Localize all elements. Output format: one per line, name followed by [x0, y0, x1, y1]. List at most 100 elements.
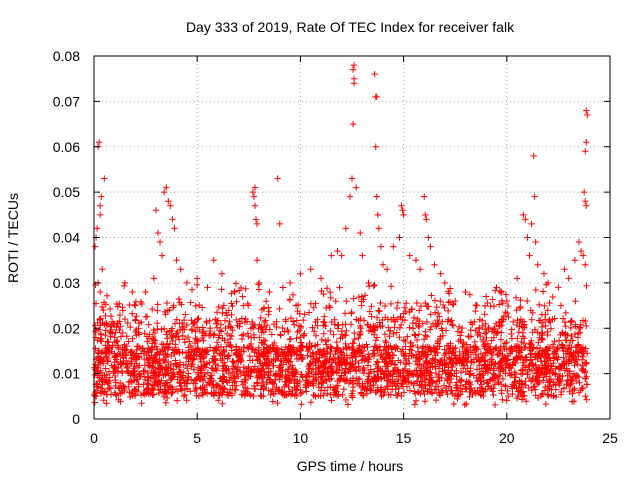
- data-point: [249, 345, 256, 353]
- data-point: [278, 388, 286, 395]
- data-point: [495, 347, 503, 354]
- data-point: [289, 291, 297, 299]
- data-point: [164, 345, 172, 353]
- data-point: [231, 288, 238, 296]
- data-point: [158, 252, 166, 259]
- data-point: [100, 299, 108, 306]
- data-point: [255, 281, 262, 288]
- data-point: [525, 384, 532, 392]
- data-point: [350, 339, 357, 347]
- data-point: [311, 328, 318, 335]
- data-point: [341, 332, 349, 339]
- data-point: [260, 383, 267, 390]
- data-point: [192, 335, 199, 342]
- data-point: [92, 366, 99, 373]
- data-point: [283, 381, 290, 388]
- data-point: [224, 355, 232, 362]
- data-point: [356, 375, 363, 383]
- data-point: [220, 359, 228, 366]
- data-point: [169, 304, 177, 311]
- data-point: [349, 359, 356, 367]
- data-point: [318, 287, 325, 295]
- data-point: [213, 309, 221, 316]
- data-point: [215, 303, 222, 311]
- data-point: [526, 366, 533, 373]
- data-point: [160, 372, 167, 379]
- data-point: [581, 188, 588, 196]
- data-point: [579, 353, 587, 361]
- data-point: [459, 358, 467, 366]
- data-point: [177, 266, 184, 273]
- data-point: [374, 387, 381, 394]
- data-point: [250, 331, 258, 338]
- data-point: [572, 298, 579, 305]
- data-point: [104, 338, 111, 345]
- data-point: [116, 300, 123, 307]
- data-point: [502, 291, 510, 298]
- data-point: [448, 358, 455, 366]
- data-point: [377, 299, 384, 307]
- data-point: [222, 309, 230, 316]
- data-point: [121, 345, 129, 353]
- data-point: [315, 364, 323, 371]
- data-point: [541, 358, 548, 365]
- data-point: [390, 380, 398, 387]
- data-point: [278, 373, 286, 380]
- data-point: [412, 256, 420, 264]
- data-point: [421, 374, 428, 382]
- data-point: [393, 373, 401, 380]
- data-point: [298, 356, 305, 363]
- data-point: [361, 357, 368, 364]
- data-point: [229, 302, 236, 310]
- data-point: [251, 363, 259, 370]
- data-point: [533, 372, 541, 380]
- data-point: [351, 335, 358, 343]
- data-point: [540, 270, 548, 277]
- data-point: [133, 360, 140, 367]
- data-point: [191, 347, 199, 355]
- data-point: [283, 374, 290, 382]
- data-point: [244, 300, 251, 308]
- data-point: [284, 349, 292, 357]
- data-point: [509, 390, 516, 398]
- data-point: [415, 361, 423, 368]
- data-point: [228, 311, 235, 318]
- data-point: [496, 323, 503, 330]
- data-point: [522, 357, 529, 364]
- data-point: [470, 359, 478, 366]
- data-point: [461, 362, 469, 369]
- data-point: [583, 202, 590, 209]
- data-point: [346, 354, 354, 362]
- data-point: [240, 331, 247, 338]
- x-tick-label: 25: [602, 430, 618, 446]
- data-point: [559, 342, 566, 349]
- data-point: [298, 344, 305, 351]
- data-point: [99, 266, 106, 273]
- data-point: [458, 376, 465, 384]
- data-point: [425, 234, 432, 241]
- data-point: [436, 343, 443, 350]
- data-point: [438, 374, 445, 382]
- data-point: [287, 391, 295, 399]
- data-point: [96, 354, 104, 362]
- data-point: [201, 361, 209, 368]
- data-point: [162, 379, 170, 386]
- data-point: [505, 362, 512, 369]
- data-point: [114, 368, 122, 376]
- data-point: [289, 372, 296, 379]
- data-point: [180, 392, 188, 400]
- data-point: [131, 373, 139, 381]
- data-point: [353, 316, 360, 323]
- data-point: [405, 379, 413, 386]
- data-point: [436, 392, 444, 399]
- data-point: [291, 321, 298, 328]
- data-point: [98, 193, 105, 200]
- data-point: [254, 380, 261, 387]
- data-point: [321, 313, 328, 320]
- data-point: [482, 349, 490, 356]
- data-point: [427, 243, 434, 250]
- data-point: [148, 346, 155, 353]
- data-point: [489, 358, 497, 365]
- data-point: [270, 362, 277, 369]
- data-point: [240, 302, 247, 309]
